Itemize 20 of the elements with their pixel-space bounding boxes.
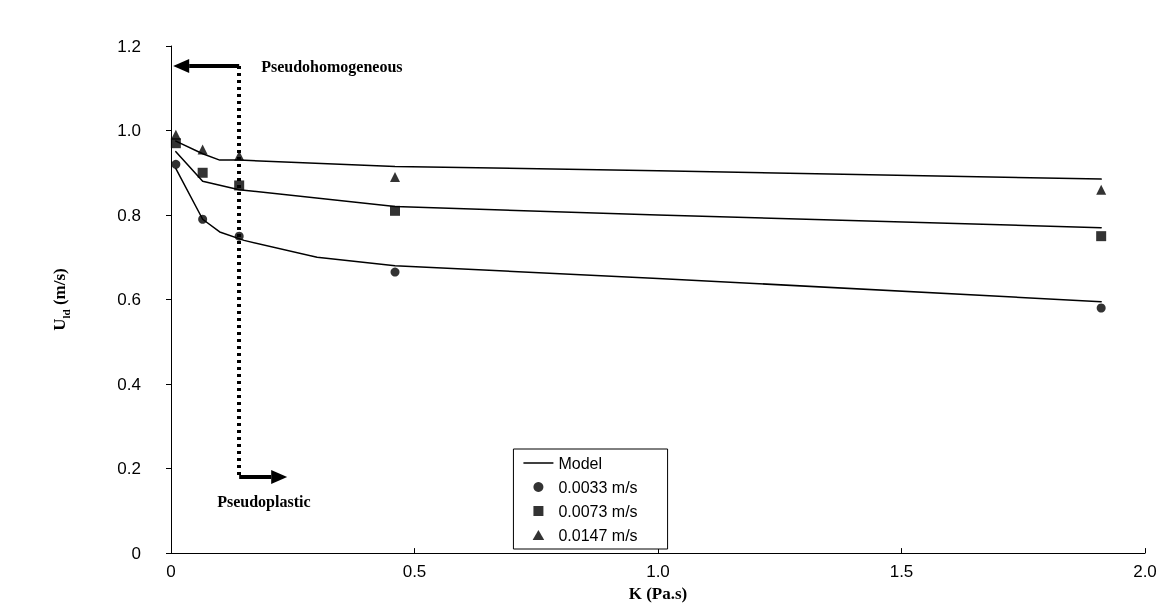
x-axis-title: K (Pa.s) [628,584,688,603]
y-tick-label: 0.4 [117,374,141,394]
legend-label: 0.0033 m/s [558,478,638,496]
y-tick-label: 1.0 [117,121,141,141]
y-tick-label: 1.2 [117,36,141,56]
x-tick-label: 0 [166,562,176,582]
y-tick-label: 0.6 [117,290,141,310]
annotation: Pseudoplastic [217,493,311,511]
annotation: Pseudohomogeneous [261,58,403,76]
legend-label: Model [558,454,602,472]
x-tick-label: 1.5 [889,562,914,582]
y-axis-title: Uld (m/s) [50,268,72,331]
x-tick-label: 1.0 [646,562,670,582]
y-tick-label: 0.2 [117,459,141,479]
legend-label: 0.0147 m/s [558,526,638,544]
legend-label: 0.0073 m/s [558,502,638,520]
y-tick-label: 0.8 [117,205,141,225]
y-tick-label: 0 [131,543,141,563]
x-tick-label: 2.0 [1133,562,1157,582]
x-tick-label: 0.5 [402,562,427,582]
